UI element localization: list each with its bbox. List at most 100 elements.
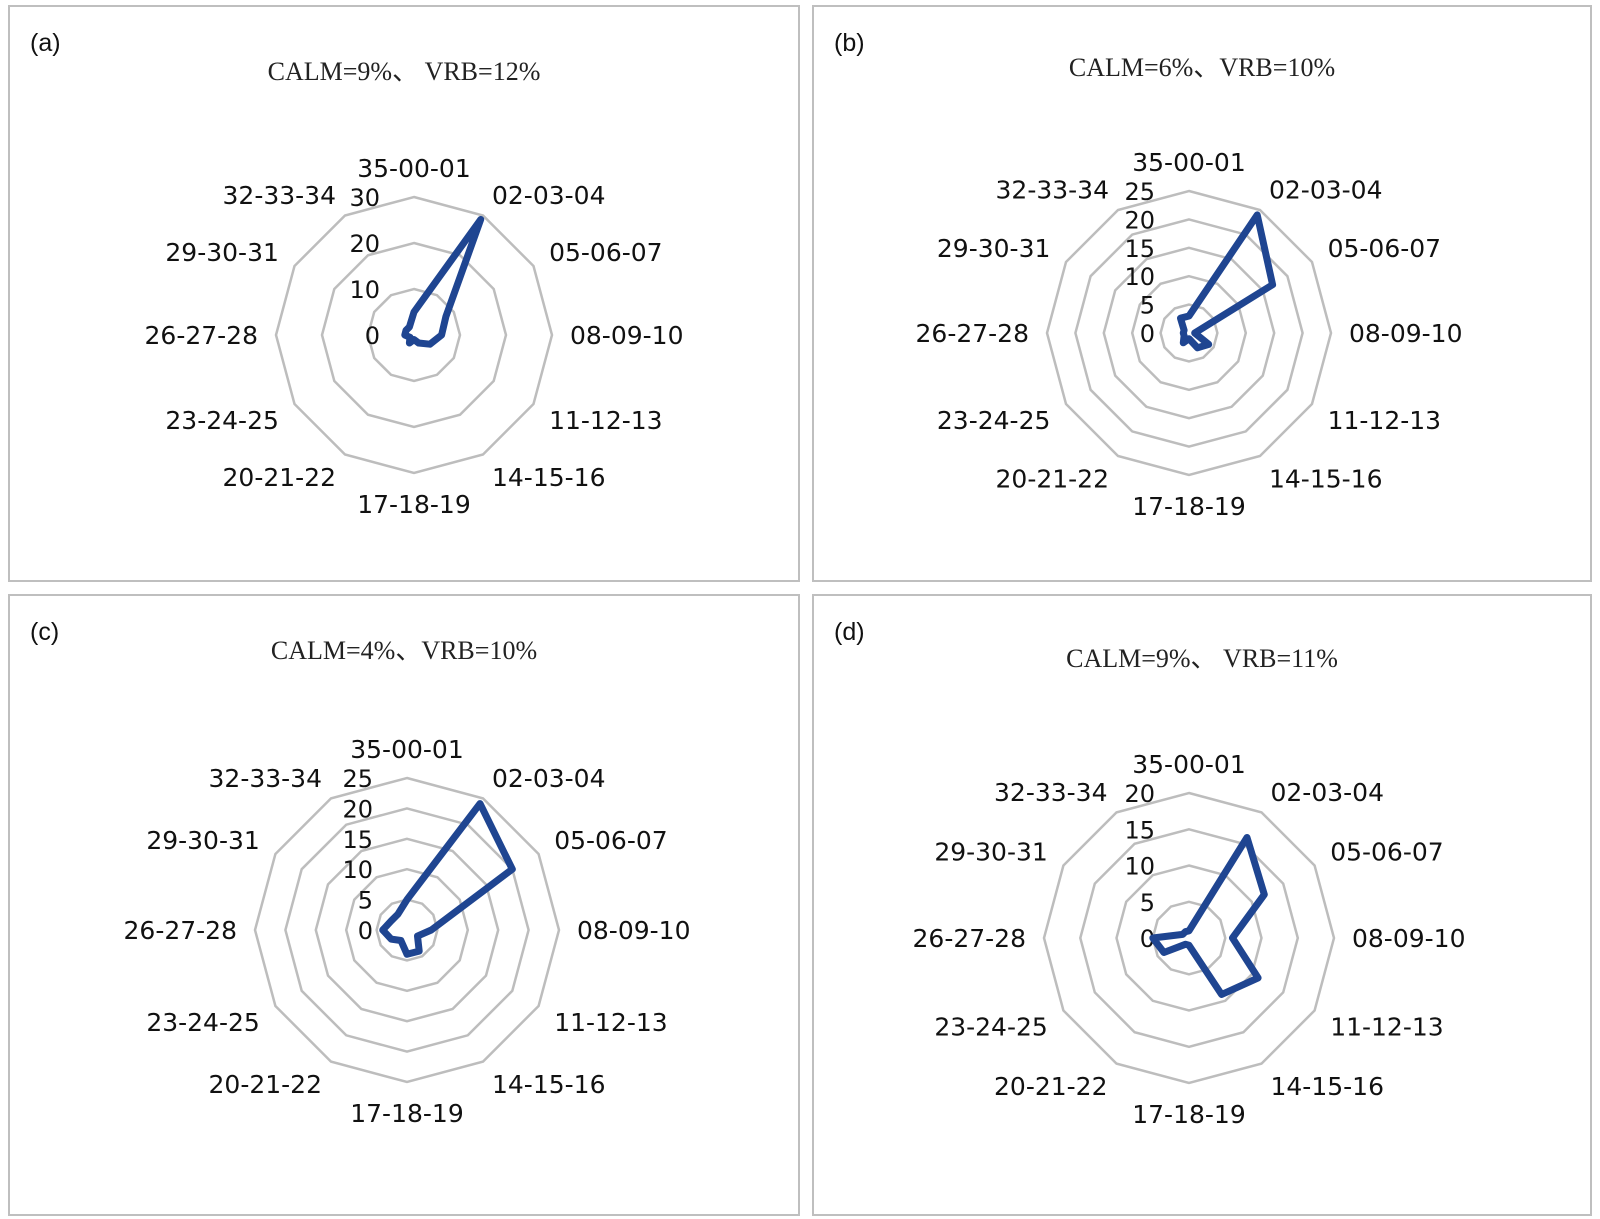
- tick-label: 30: [349, 184, 380, 212]
- category-label: 05-06-07: [1328, 234, 1441, 263]
- tick-label: 5: [1140, 292, 1155, 320]
- category-label: 11-12-13: [549, 406, 662, 435]
- category-label: 11-12-13: [1328, 406, 1441, 435]
- grid-ring: [1045, 189, 1333, 477]
- tick-label: 5: [358, 887, 373, 915]
- category-label: 02-03-04: [492, 181, 605, 210]
- category-label: 20-21-22: [223, 463, 336, 492]
- category-label: 14-15-16: [492, 1070, 605, 1099]
- tick-label: 15: [1124, 816, 1155, 844]
- category-label: 17-18-19: [350, 1099, 463, 1128]
- category-label: 26-27-28: [124, 916, 237, 945]
- category-label: 26-27-28: [145, 321, 258, 350]
- grid-ring: [253, 776, 561, 1084]
- tick-label: 25: [342, 765, 373, 793]
- panel-label: (a): [30, 29, 61, 57]
- tick-label: 25: [1124, 178, 1155, 206]
- category-label: 23-24-25: [937, 406, 1050, 435]
- panel-b: (b) CALM=6%、VRB=10% 0 5 10 15 20 25 35-00-01 02…: [812, 5, 1592, 582]
- category-label: 14-15-16: [1271, 1072, 1384, 1101]
- tick-label: 0: [365, 322, 380, 350]
- category-label: 35-00-01: [1132, 750, 1245, 779]
- tick-label: 10: [342, 856, 373, 884]
- category-label: 29-30-31: [937, 234, 1050, 263]
- category-label: 20-21-22: [209, 1070, 322, 1099]
- category-label: 20-21-22: [996, 465, 1109, 494]
- category-label: 14-15-16: [492, 463, 605, 492]
- tick-label: 20: [349, 230, 380, 258]
- series-line: [379, 800, 516, 958]
- tick-label: 5: [1140, 889, 1155, 917]
- category-label: 05-06-07: [1330, 838, 1443, 867]
- panel-subtitle: CALM=9%、 VRB=12%: [267, 57, 541, 86]
- series-line: [1149, 834, 1268, 998]
- category-label: 29-30-31: [146, 826, 259, 855]
- category-label: 23-24-25: [165, 406, 278, 435]
- grid-ring: [1042, 791, 1336, 1085]
- category-label: 14-15-16: [1269, 465, 1382, 494]
- tick-label: 10: [1124, 263, 1155, 291]
- category-label: 17-18-19: [1132, 1100, 1245, 1129]
- category-label: 35-00-01: [350, 735, 463, 764]
- category-label: 26-27-28: [913, 924, 1026, 953]
- category-label: 35-00-01: [1132, 148, 1245, 177]
- grid-ring: [284, 807, 530, 1053]
- category-label: 23-24-25: [934, 1013, 1047, 1042]
- tick-label: 0: [1140, 925, 1155, 953]
- tick-label: 0: [1140, 320, 1155, 348]
- panel-a: (a) CALM=9%、 VRB=12% 0 10 20 30 35-00-01 02-0…: [8, 5, 800, 582]
- category-label: 32-33-34: [209, 764, 322, 793]
- tick-label: 10: [349, 276, 380, 304]
- tick-label: 10: [1124, 853, 1155, 881]
- panel-subtitle: CALM=6%、VRB=10%: [1068, 53, 1336, 82]
- tick-label: 20: [1124, 206, 1155, 234]
- category-label: 08-09-10: [577, 916, 690, 945]
- category-label: 29-30-31: [165, 238, 278, 267]
- category-label: 08-09-10: [1349, 319, 1462, 348]
- panel-label: (c): [30, 618, 60, 646]
- panel-label: (b): [834, 29, 865, 57]
- category-label: 32-33-34: [994, 778, 1107, 807]
- category-label: 35-00-01: [357, 154, 470, 183]
- category-label: 05-06-07: [554, 826, 667, 855]
- tick-label: 20: [342, 795, 373, 823]
- series-line: [1177, 211, 1277, 352]
- tick-label: 0: [358, 917, 373, 945]
- category-label: 23-24-25: [146, 1008, 259, 1037]
- category-label: 17-18-19: [357, 490, 470, 519]
- grid-ring: [320, 241, 508, 429]
- grid-ring: [274, 195, 554, 475]
- panel-label: (d): [834, 618, 865, 646]
- tick-label: 20: [1124, 780, 1155, 808]
- tick-label: 15: [342, 826, 373, 854]
- category-label: 08-09-10: [570, 321, 683, 350]
- category-label: 29-30-31: [934, 838, 1047, 867]
- category-label: 11-12-13: [554, 1008, 667, 1037]
- category-label: 05-06-07: [549, 238, 662, 267]
- category-label: 17-18-19: [1132, 492, 1245, 521]
- category-label: 11-12-13: [1330, 1013, 1443, 1042]
- category-label: 02-03-04: [492, 764, 605, 793]
- grid-ring: [366, 287, 462, 383]
- category-label: 32-33-34: [223, 181, 336, 210]
- category-label: 02-03-04: [1269, 175, 1382, 204]
- category-label: 20-21-22: [994, 1072, 1107, 1101]
- category-label: 08-09-10: [1352, 924, 1465, 953]
- panel-c: (c) CALM=4%、VRB=10% 0 5 10 15 20 25 35-00-01 02…: [8, 594, 800, 1216]
- grid-ring: [1115, 864, 1263, 1012]
- grid-ring: [344, 867, 470, 993]
- category-label: 32-33-34: [996, 175, 1109, 204]
- grid-ring: [314, 837, 500, 1023]
- grid-ring: [1074, 218, 1304, 448]
- category-label: 26-27-28: [916, 319, 1029, 348]
- tick-label: 15: [1124, 235, 1155, 263]
- panel-subtitle: CALM=4%、VRB=10%: [270, 636, 538, 665]
- series-line: [401, 216, 485, 348]
- category-label: 02-03-04: [1271, 778, 1384, 807]
- grid-ring: [375, 898, 439, 962]
- grid-ring: [1079, 828, 1300, 1049]
